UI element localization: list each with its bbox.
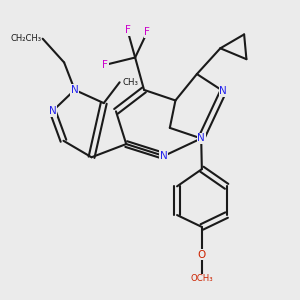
Text: F: F bbox=[144, 27, 150, 37]
Text: N: N bbox=[71, 85, 79, 95]
Text: N: N bbox=[219, 86, 227, 96]
Text: OCH₃: OCH₃ bbox=[190, 274, 213, 283]
Text: N: N bbox=[197, 134, 205, 143]
Text: N: N bbox=[49, 106, 56, 116]
Text: CH₂CH₃: CH₂CH₃ bbox=[10, 34, 41, 43]
Text: F: F bbox=[124, 26, 130, 35]
Text: O: O bbox=[198, 250, 206, 260]
Text: N: N bbox=[160, 151, 168, 161]
Text: CH₃: CH₃ bbox=[122, 78, 138, 87]
Text: F: F bbox=[103, 60, 108, 70]
